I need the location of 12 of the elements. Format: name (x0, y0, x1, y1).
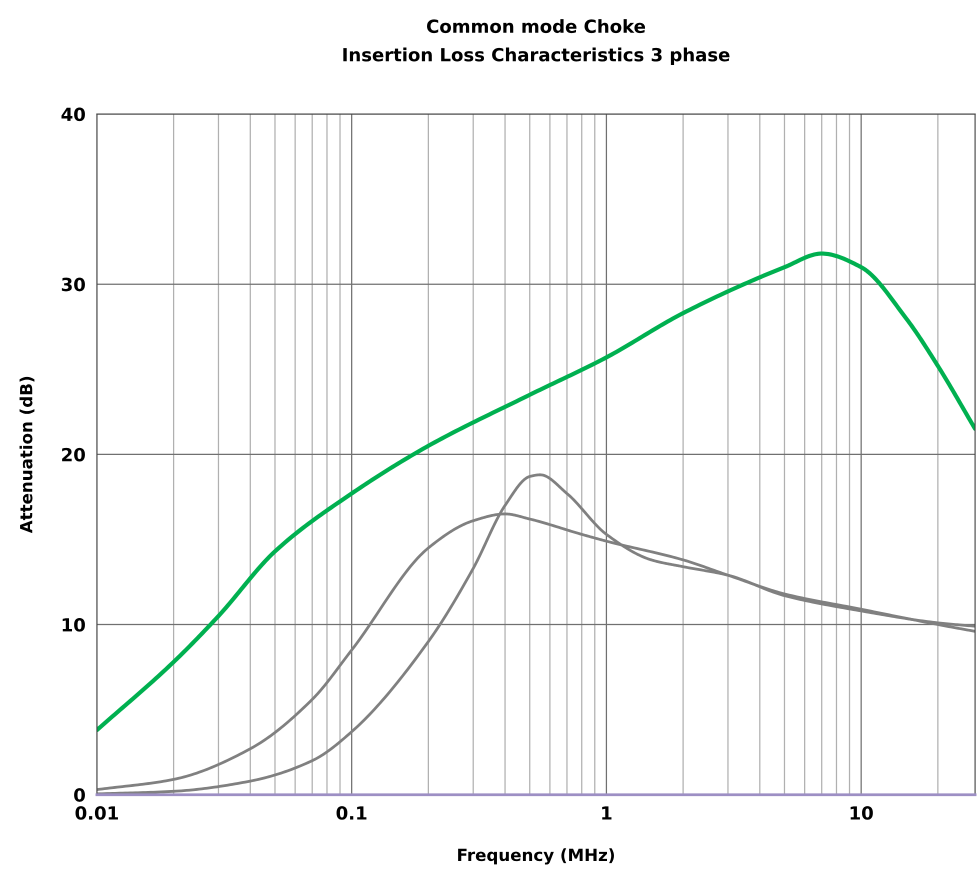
x-axis-title: Frequency (MHz) (458, 848, 614, 865)
y-tick-label: 10 (62, 618, 85, 632)
y-tick-label: 20 (62, 448, 85, 462)
chart-title: Common mode Choke Insertion Loss Characteristics 3 phase (343, 19, 730, 66)
y-axis-title: Attenuation (dB) (20, 376, 34, 534)
x-tick-label: 10 (850, 806, 873, 820)
y-tick-label: 0 (74, 788, 85, 802)
y-tick-label: 40 (61, 107, 85, 122)
x-tick-label: 1 (602, 806, 612, 820)
x-tick-label: 0.01 (76, 806, 118, 820)
y-tick-label: 30 (62, 278, 85, 292)
x-tick-label: 0.1 (336, 806, 366, 820)
